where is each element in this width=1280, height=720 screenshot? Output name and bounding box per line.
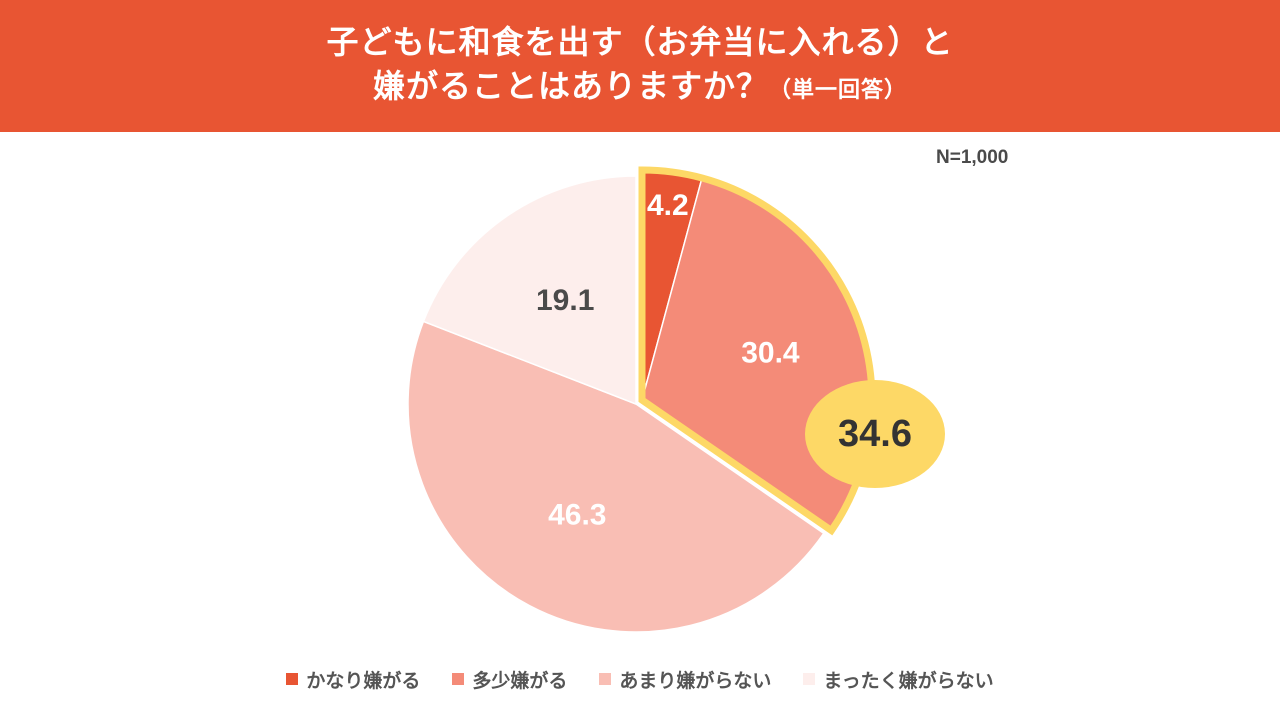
highlight-bubble bbox=[805, 380, 945, 488]
legend-item: かなり嫌がる bbox=[286, 666, 420, 693]
data-label: 19.1 bbox=[536, 284, 594, 317]
legend-swatch bbox=[452, 673, 465, 685]
chart-title-line-2: 嫌がることはありますか？（単一回答） bbox=[373, 64, 907, 113]
legend-swatch bbox=[599, 673, 612, 685]
legend-swatch bbox=[286, 673, 299, 685]
legend-label: かなり嫌がる bbox=[306, 669, 421, 692]
highlight-bubble-label: 34.6 bbox=[838, 413, 912, 455]
legend-swatch bbox=[803, 673, 816, 685]
legend-label: 多少嫌がる bbox=[472, 669, 568, 692]
pie-slice bbox=[422, 175, 637, 406]
legend-item: 多少嫌がる bbox=[452, 666, 567, 693]
chart-header: 子どもに和食を出す（お弁当に入れる）と 嫌がることはありますか？（単一回答） bbox=[0, 0, 1280, 132]
legend-label: あまり嫌がらない bbox=[619, 669, 772, 692]
pie-chart: 4.2 30.4 46.3 19.1 34.6 bbox=[407, 166, 945, 633]
data-label: 4.2 bbox=[647, 189, 689, 222]
legend-item: まったく嫌がらない bbox=[803, 666, 994, 693]
chart-legend: かなり嫌がる 多少嫌がる あまり嫌がらない まったく嫌がらない bbox=[0, 662, 1280, 696]
data-label: 30.4 bbox=[741, 336, 800, 369]
chart-title-text: 嫌がることはありますか？ bbox=[372, 66, 769, 105]
chart-title-line-1: 子どもに和食を出す（お弁当に入れる）と bbox=[326, 22, 954, 61]
legend-label: まったく嫌がらない bbox=[823, 669, 994, 692]
pie-slice bbox=[407, 320, 825, 633]
legend-item: あまり嫌がらない bbox=[599, 666, 771, 693]
chart-title-note: （単一回答） bbox=[769, 77, 908, 103]
data-label: 46.3 bbox=[548, 498, 606, 531]
sample-size-label: N=1,000 bbox=[936, 147, 1009, 168]
